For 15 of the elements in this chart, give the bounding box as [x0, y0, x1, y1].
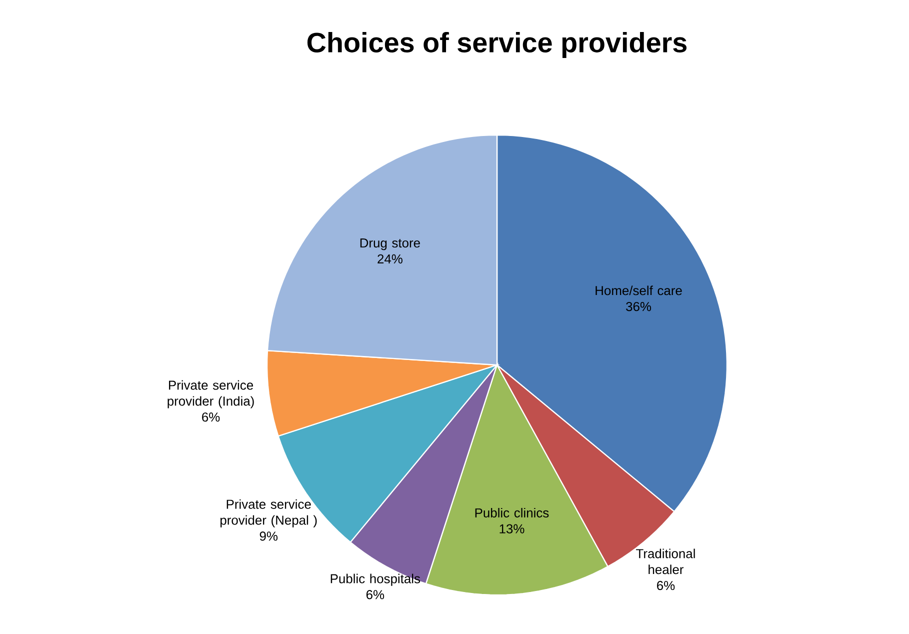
slice-label: Public hospitals	[330, 574, 420, 586]
slice-label: Traditional healer	[636, 548, 695, 574]
slice-label: Private service provider (India)	[168, 380, 254, 408]
slice-label: Private service provider (Nepal )	[220, 499, 317, 528]
data-label: 6%	[202, 412, 220, 422]
data-label: 6%	[657, 580, 675, 590]
slice-label: Public clinics	[475, 508, 549, 518]
data-label: 9%	[260, 532, 278, 541]
data-label: 36%	[626, 302, 652, 312]
data-label: 24%	[378, 254, 402, 264]
data-label: 6%	[366, 590, 384, 600]
chart-title: Choices of service providers	[307, 32, 687, 58]
slice-label: Drug store	[360, 238, 420, 250]
data-label: 13%	[500, 524, 524, 534]
slice-label: Home/self care	[596, 286, 682, 296]
